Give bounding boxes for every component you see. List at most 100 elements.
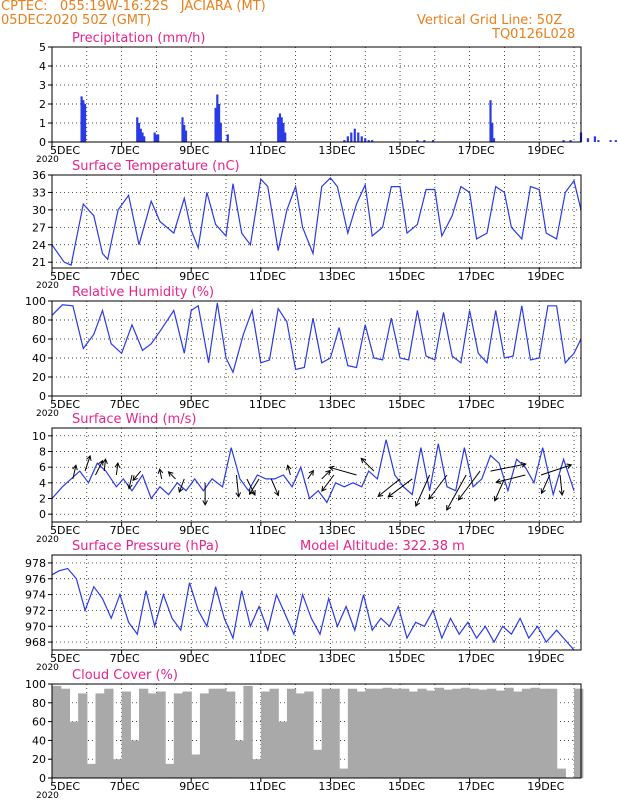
x-tick-label: 11DEC — [249, 398, 286, 411]
x-tick-label: 15DEC — [388, 398, 425, 411]
x-tick-label: 19DEC — [527, 144, 564, 157]
wind-vector-head — [248, 489, 255, 496]
wind-vector-head — [178, 487, 184, 494]
x-tick-label: 7DEC — [110, 270, 140, 283]
precip-bar — [284, 132, 287, 142]
precip-bar — [489, 100, 492, 142]
precip-bar — [157, 134, 160, 142]
wind-vector — [496, 474, 526, 483]
cloud-bar — [260, 691, 271, 778]
cloud-bar — [547, 688, 558, 778]
wind-vector-head — [167, 471, 174, 477]
x-tick-label: 19DEC — [527, 398, 564, 411]
cloud-bar — [60, 688, 71, 778]
y-tick-label: 974 — [25, 589, 46, 602]
y-tick-label: 3 — [39, 79, 46, 92]
y-tick-label: 8 — [39, 446, 46, 459]
precip-bar — [431, 140, 435, 142]
cloud-bar — [330, 688, 340, 778]
wind-vector-head — [428, 493, 434, 500]
cloud-bar — [278, 721, 288, 778]
wind-vector-head — [493, 495, 499, 502]
wind-vector — [387, 478, 413, 498]
y-tick-label: 0 — [39, 772, 46, 785]
wind-vector — [458, 470, 481, 501]
cloud-bar — [574, 688, 584, 778]
y-tick-label: 60 — [32, 333, 46, 346]
precip-bar — [226, 134, 229, 142]
x-tick-label: 7DEC — [110, 652, 140, 665]
precip-bar — [181, 117, 184, 142]
cloud-bar — [556, 768, 566, 778]
header-run-time: 05DEC2020 50Z (GMT) — [1, 13, 152, 28]
wind-vector-head — [387, 492, 394, 498]
y-tick-label: 2 — [39, 493, 46, 506]
x-tick-label: 13DEC — [318, 524, 355, 537]
precip-bar — [357, 132, 360, 142]
x-tick-label: 9DEC — [179, 524, 209, 537]
y-tick-label: 970 — [25, 620, 46, 633]
panel-1: 21 24 27 30 33 36 5DEC 7DEC 9DEC 11DEC 13DEC 15DEC 1… — [32, 159, 582, 291]
x-tick-label: 9DEC — [179, 398, 209, 411]
precip-bar — [586, 138, 590, 142]
year-label: 2020 — [36, 535, 59, 545]
wind-vector-head — [235, 492, 242, 498]
wind-vector — [494, 478, 505, 502]
y-tick-label: 968 — [25, 636, 46, 649]
y-tick-label: 976 — [25, 573, 46, 586]
cloud-bar — [391, 688, 401, 778]
panel-frame — [51, 554, 582, 651]
panel-frame — [51, 174, 582, 269]
header-grid-line: Vertical Grid Line: 50Z — [417, 13, 563, 28]
y-tick-label: 33 — [32, 186, 46, 199]
cloud-bar — [121, 691, 131, 778]
cloud-bar — [478, 689, 488, 778]
precip-bar — [214, 107, 217, 142]
wind-vector — [168, 471, 176, 480]
wind-vector — [415, 474, 431, 507]
x-tick-label: 15DEC — [388, 652, 425, 665]
cloud-bar — [182, 691, 192, 778]
cloud-bar — [539, 688, 549, 778]
wind-vector — [72, 465, 77, 480]
x-tick-label: 17DEC — [458, 780, 495, 793]
precip-bar — [367, 140, 370, 142]
y-tick-label: 4 — [39, 60, 46, 73]
precip-bar — [609, 140, 612, 142]
panel-3: 0 2 4 6 8 10 5DEC 7DEC 9DEC 11DEC 13DEC 15DEC 17DEC 1… — [32, 412, 582, 545]
precip-bar — [569, 140, 572, 142]
wind-vector — [128, 474, 133, 489]
precip-bar — [219, 123, 222, 142]
cloud-bar — [513, 691, 523, 778]
x-tick-label: 11DEC — [249, 270, 286, 283]
x-tick-label: 17DEC — [458, 652, 495, 665]
cloud-bar — [304, 691, 314, 778]
wind-vector-head — [558, 490, 565, 496]
x-tick-label: 17DEC — [458, 144, 495, 157]
wind-vector-head — [360, 457, 367, 464]
y-tick-label: 20 — [32, 753, 46, 766]
wind-vector — [446, 474, 467, 511]
cloud-bar — [139, 688, 149, 778]
precip-bar — [350, 132, 353, 142]
x-tick-label: 11DEC — [249, 780, 286, 793]
wind-vector — [321, 474, 335, 492]
precip-bar — [139, 128, 142, 142]
year-label: 2020 — [36, 155, 59, 165]
precip-bar — [184, 130, 188, 142]
wind-vector-head — [321, 485, 327, 492]
precip-bar — [278, 113, 282, 142]
cloud-bar — [434, 687, 445, 778]
cloud-bar — [130, 740, 140, 778]
cloud-bar — [165, 763, 175, 778]
wind-vector — [541, 474, 551, 494]
series-line — [51, 439, 575, 504]
precip-bar — [364, 138, 367, 142]
x-tick-label: 5DEC — [50, 652, 80, 665]
precip-bar — [282, 123, 285, 142]
wind-vector-head — [566, 463, 573, 469]
series-line — [51, 177, 582, 266]
y-tick-label: 100 — [25, 678, 46, 691]
cloud-bar — [417, 688, 427, 778]
y-tick-label: 1 — [39, 117, 46, 130]
